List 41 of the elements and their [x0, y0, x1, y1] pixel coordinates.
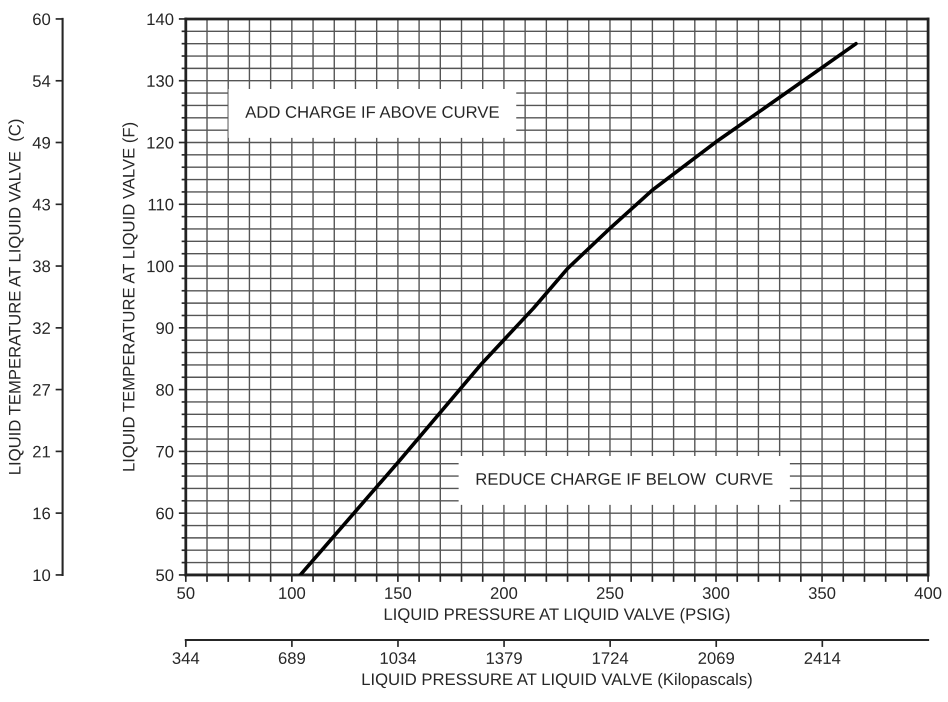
y-tick-label: 110: [148, 198, 174, 210]
y3-tick-label: 16: [34, 508, 50, 520]
y3-tick-label: 38: [32, 260, 50, 272]
y-tick-label: 60: [156, 508, 174, 520]
y-tick-label: 140: [147, 13, 174, 26]
x2-axis-title: LIQUID PRESSURE AT LIQUID VALVE (Kilopascals): [362, 672, 752, 688]
y3-tick-label: 32: [32, 322, 50, 334]
y3-tick-label: 49: [32, 136, 50, 149]
y-tick-label: 90: [156, 322, 174, 334]
x-tick-label: 200: [490, 587, 518, 599]
x2-tick-label: 2414: [804, 652, 840, 664]
y-tick-label: 70: [156, 446, 174, 458]
y-tick-label: 50: [156, 569, 174, 582]
y-tick-label: 80: [156, 384, 174, 396]
x-tick-label: 350: [808, 587, 836, 599]
x2-tick-label: 1034: [380, 652, 416, 664]
annotation: REDUCE CHARGE IF BELOW CURVE: [476, 473, 772, 485]
x-tick-label: 150: [385, 587, 412, 599]
x-axis-title: LIQUID PRESSURE AT LIQUID VALVE (PSIG): [384, 608, 730, 624]
x2-tick-label: 689: [278, 652, 306, 664]
x2-tick-label: 344: [172, 652, 200, 664]
y-axis-title: LIQUID TEMPERATURE AT LIQUID VALVE (F): [122, 122, 138, 471]
annotation: ADD CHARGE IF ABOVE CURVE: [245, 106, 499, 118]
x-tick-label: 300: [702, 587, 730, 599]
y3-tick-label: 21: [33, 446, 50, 458]
y3-tick-label: 27: [33, 384, 50, 396]
y3-tick-label: 10: [34, 569, 50, 582]
x-tick-label: 400: [914, 587, 942, 599]
y-tick-label: 100: [147, 260, 174, 272]
x2-tick-label: 1724: [592, 652, 628, 664]
y-tick-label: 130: [147, 75, 174, 87]
y3-tick-label: 43: [32, 198, 50, 211]
y3-tick-label: 60: [33, 13, 50, 26]
y-tick-label: 120: [147, 136, 174, 149]
x2-tick-label: 1379: [486, 652, 522, 664]
x2-tick-label: 2069: [698, 652, 734, 664]
y3-axis-title: LIQUID TEMPERATURE AT LIQUID VALVE (C): [8, 120, 24, 474]
x-tick-label: 100: [279, 587, 306, 599]
x-tick-label: 250: [596, 587, 624, 599]
x-tick-label: 50: [177, 587, 194, 599]
y3-tick-label: 54: [32, 75, 50, 87]
